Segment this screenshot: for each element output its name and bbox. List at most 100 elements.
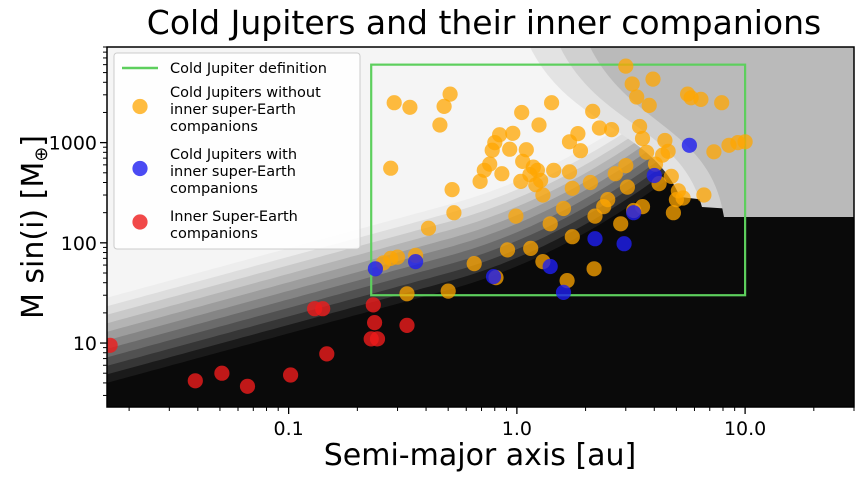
legend-label-series-0: Cold Jupiters without inner super-Earth co… xyxy=(170,85,321,135)
x-tick-label-1: 1.0 xyxy=(502,418,532,440)
point-orange-84 xyxy=(693,91,709,107)
point-orange-8 xyxy=(420,220,437,236)
y-axis-label-sub: ⊕ xyxy=(31,147,52,162)
point-orange-52 xyxy=(582,174,599,191)
legend-box xyxy=(113,52,361,250)
x-tick-label-0: 0.1 xyxy=(274,418,304,440)
contour-lobe-3 xyxy=(590,47,854,217)
point-orange-5 xyxy=(386,95,402,111)
point-orange-49 xyxy=(572,143,589,159)
point-orange-54 xyxy=(591,120,608,136)
legend-line: companions xyxy=(170,181,258,197)
point-orange-15 xyxy=(466,256,482,272)
point-orange-70 xyxy=(641,97,657,113)
point-orange-6 xyxy=(402,99,418,115)
point-orange-85 xyxy=(696,187,712,203)
legend-line: inner super-Earth xyxy=(170,102,296,118)
point-orange-62 xyxy=(619,179,636,195)
y-axis-label-main: M sin(i) [M xyxy=(16,162,51,319)
point-orange-81 xyxy=(675,190,691,206)
point-orange-18 xyxy=(482,156,498,172)
point-orange-87 xyxy=(714,95,730,111)
legend-line: Cold Jupiters without xyxy=(170,85,321,101)
legend: Cold Jupiter definition Cold Jupiters wit… xyxy=(113,52,361,250)
point-orange-44 xyxy=(555,200,572,217)
point-orange-58 xyxy=(604,122,620,138)
point-red-10 xyxy=(367,315,383,331)
legend-label-series-1: Cold Jupiters with inner super-Earth compa… xyxy=(170,147,297,197)
point-orange-43 xyxy=(544,95,560,111)
point-red-0 xyxy=(107,337,118,353)
point-red-11 xyxy=(369,331,386,347)
point-orange-30 xyxy=(518,142,534,158)
point-blue-3 xyxy=(542,258,558,275)
legend-line: companions xyxy=(170,119,258,135)
y-tick-label-1: 100 xyxy=(61,233,97,255)
point-orange-63 xyxy=(586,261,602,277)
legend-line: inner super-Earth xyxy=(170,164,296,180)
point-orange-23 xyxy=(494,166,510,182)
legend-label-box: Cold Jupiter definition xyxy=(170,61,327,77)
point-orange-25 xyxy=(502,141,518,157)
point-orange-65 xyxy=(624,76,640,92)
point-orange-26 xyxy=(505,125,521,141)
point-blue-4 xyxy=(555,284,572,300)
point-orange-90 xyxy=(737,134,753,150)
point-orange-47 xyxy=(561,164,578,180)
point-orange-13 xyxy=(446,205,462,221)
point-orange-77 xyxy=(663,168,679,184)
point-orange-71 xyxy=(645,71,661,87)
point-orange-53 xyxy=(585,103,601,119)
point-orange-67 xyxy=(632,118,648,135)
point-blue-8 xyxy=(646,167,662,184)
point-orange-50 xyxy=(559,273,575,289)
point-orange-2 xyxy=(389,249,406,265)
point-red-9 xyxy=(365,297,381,313)
point-red-12 xyxy=(399,317,415,333)
point-orange-35 xyxy=(533,172,549,188)
y-axis-label: M sin(i) [M⊕] xyxy=(16,135,52,319)
point-red-4 xyxy=(283,367,299,383)
y-tick-label-0: 10 xyxy=(73,333,97,355)
legend-marker-red xyxy=(132,214,148,230)
x-tick-label-2: 10.0 xyxy=(724,418,766,440)
point-orange-7 xyxy=(383,160,399,176)
y-tick-label-2: 1000 xyxy=(49,133,97,155)
axis-ticks: 0.1 1.0 10.0 10 100 1000 xyxy=(49,46,855,440)
point-orange-64 xyxy=(618,58,634,74)
scatter-points xyxy=(107,58,753,394)
point-orange-36 xyxy=(514,104,530,121)
point-blue-5 xyxy=(587,231,603,247)
point-orange-57 xyxy=(600,192,616,208)
point-orange-9 xyxy=(436,98,452,114)
point-orange-38 xyxy=(535,187,551,203)
legend-label-series-2: Inner Super-Earth companions xyxy=(170,209,298,242)
point-red-3 xyxy=(239,378,256,394)
contour-background xyxy=(107,47,854,407)
point-orange-46 xyxy=(564,180,580,196)
legend-marker-blue xyxy=(132,160,148,177)
point-orange-21 xyxy=(492,127,508,143)
point-orange-51 xyxy=(564,229,580,245)
contour-level-11 xyxy=(107,47,854,407)
point-red-7 xyxy=(319,346,335,362)
point-orange-39 xyxy=(523,240,539,256)
point-orange-78 xyxy=(665,205,682,221)
point-orange-68 xyxy=(634,130,651,147)
point-red-6 xyxy=(315,301,331,317)
point-orange-59 xyxy=(607,166,623,182)
point-orange-10 xyxy=(442,86,458,102)
point-orange-69 xyxy=(639,144,655,160)
x-axis-label: Semi-major axis [au] xyxy=(324,438,637,473)
y-axis-label-close: ] xyxy=(16,135,51,147)
point-orange-60 xyxy=(613,216,629,232)
point-blue-1 xyxy=(408,254,424,270)
point-blue-2 xyxy=(485,269,502,285)
chart-title: Cold Jupiters and their inner companions xyxy=(147,3,821,42)
plot-frame xyxy=(106,46,855,408)
point-orange-48 xyxy=(570,126,586,142)
point-orange-27 xyxy=(508,208,524,224)
point-red-1 xyxy=(187,373,203,389)
point-blue-9 xyxy=(681,137,698,153)
